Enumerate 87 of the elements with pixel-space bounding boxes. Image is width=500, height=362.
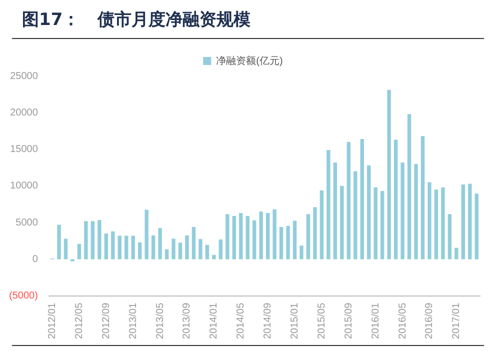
bar — [259, 212, 263, 260]
bar — [292, 220, 297, 260]
legend-label: 净融资额(亿元) — [216, 54, 283, 67]
y-tick-label: 25000 — [10, 70, 38, 82]
bar — [468, 184, 472, 260]
bar — [306, 214, 310, 260]
x-tick-label: 2016/09 — [424, 302, 436, 340]
bar — [144, 210, 148, 260]
bar — [84, 221, 88, 260]
x-tick-label: 2013/09 — [182, 302, 193, 340]
x-tick-label: 2016/01 — [370, 302, 382, 340]
bar — [164, 249, 169, 260]
x-tick-label: 2016/05 — [397, 302, 408, 340]
y-tick-label: 20000 — [10, 107, 38, 118]
bar — [434, 190, 438, 260]
bar — [172, 238, 176, 260]
bar — [380, 191, 384, 260]
bar — [205, 244, 210, 260]
bar — [131, 236, 135, 260]
bar — [407, 114, 412, 260]
bar — [300, 246, 304, 260]
bar — [420, 136, 425, 260]
bar — [124, 236, 128, 260]
x-tick-label: 2014/05 — [236, 302, 247, 340]
bar — [367, 165, 371, 260]
bar — [279, 226, 284, 260]
bar — [98, 220, 102, 260]
bar — [320, 190, 324, 260]
x-tick-label: 2015/05 — [316, 302, 328, 340]
bar — [414, 164, 418, 260]
bar — [286, 226, 290, 260]
bar — [198, 239, 202, 260]
bar — [246, 216, 250, 260]
bar — [138, 242, 142, 260]
bar — [400, 162, 404, 260]
bar — [90, 221, 95, 260]
bar — [118, 236, 122, 260]
x-tick-label: 2013/05 — [154, 302, 166, 340]
bar — [104, 234, 108, 260]
bar — [266, 213, 270, 260]
bar — [151, 235, 156, 260]
bar — [158, 228, 162, 260]
x-tick-label: 2013/01 — [128, 302, 139, 340]
bar — [441, 187, 445, 260]
bar — [340, 186, 344, 260]
bar — [387, 90, 391, 260]
x-tick-label: 2015/09 — [343, 302, 354, 340]
bar — [326, 150, 330, 260]
bar — [454, 248, 458, 260]
bar — [346, 142, 351, 260]
x-tick-label: 2015/01 — [290, 302, 301, 340]
bar — [212, 254, 216, 260]
bar — [218, 239, 223, 260]
bar — [232, 216, 236, 260]
bar — [192, 226, 196, 260]
bar — [474, 194, 478, 260]
bar — [360, 139, 364, 260]
x-tick-label: 2012/09 — [100, 302, 112, 340]
bar — [333, 162, 338, 260]
y-tick-label: (5000) — [9, 290, 38, 302]
bar — [374, 187, 378, 260]
bar — [461, 184, 466, 260]
chart-title: 图17： 债市月度净融资规模 — [22, 9, 250, 31]
y-tick-label: 15000 — [10, 144, 38, 156]
bar — [178, 242, 182, 260]
bar — [64, 238, 68, 260]
bar — [448, 214, 452, 260]
x-tick-label: 2012/05 — [74, 302, 85, 340]
bar — [252, 220, 256, 260]
bar — [185, 235, 189, 260]
bar — [77, 244, 82, 260]
x-tick-label: 2014/01 — [208, 302, 220, 340]
x-tick-label: 2014/09 — [262, 302, 274, 340]
bar — [57, 224, 61, 260]
y-tick-label: 10000 — [10, 180, 38, 192]
bar — [428, 182, 432, 260]
y-tick-label: 0 — [32, 254, 38, 265]
bar — [354, 171, 358, 260]
bar — [239, 213, 243, 260]
bar — [111, 231, 115, 260]
bar — [272, 209, 276, 260]
bar — [394, 140, 398, 260]
x-tick-label: 2012/01 — [47, 302, 58, 340]
bar — [313, 207, 317, 260]
x-tick-label: 2017/01 — [451, 302, 462, 340]
bar — [226, 214, 230, 260]
y-tick-label: 5000 — [16, 217, 38, 228]
